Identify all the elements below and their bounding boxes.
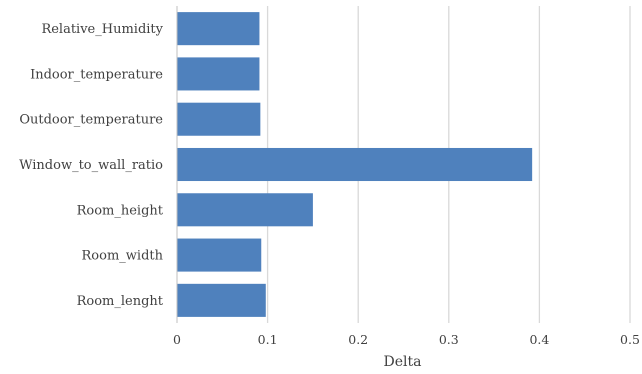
bar: [177, 147, 533, 182]
x-tick-label: 0.1: [258, 332, 278, 347]
bar: [177, 57, 260, 91]
bar: [177, 102, 261, 136]
category-label: Window_to_wall_ratio: [19, 158, 163, 173]
x-tick-label: 0.3: [439, 332, 459, 347]
x-tick-labels: 0 0.1 0.2 0.3 0.4 0.5: [173, 332, 640, 347]
category-label: Room_lenght: [77, 294, 164, 309]
category-label: Relative_Humidity: [41, 22, 163, 37]
category-labels: Relative_Humidity Indoor_temperature Outdo…: [19, 22, 164, 309]
category-label: Room_width: [82, 249, 164, 264]
bar: [177, 193, 313, 227]
x-tick-label: 0.5: [620, 332, 640, 347]
bar: [177, 238, 262, 272]
bar: [177, 12, 260, 46]
x-axis-title: Delta: [384, 354, 422, 370]
bar: [177, 283, 266, 317]
category-label: Indoor_temperature: [30, 67, 163, 82]
bars: [177, 12, 533, 317]
x-tick-label: 0.4: [529, 332, 549, 347]
x-tick-label: 0.2: [348, 332, 368, 347]
x-tick-label: 0: [173, 332, 181, 347]
category-label: Room_height: [77, 203, 164, 218]
category-label: Outdoor_temperature: [19, 113, 163, 128]
